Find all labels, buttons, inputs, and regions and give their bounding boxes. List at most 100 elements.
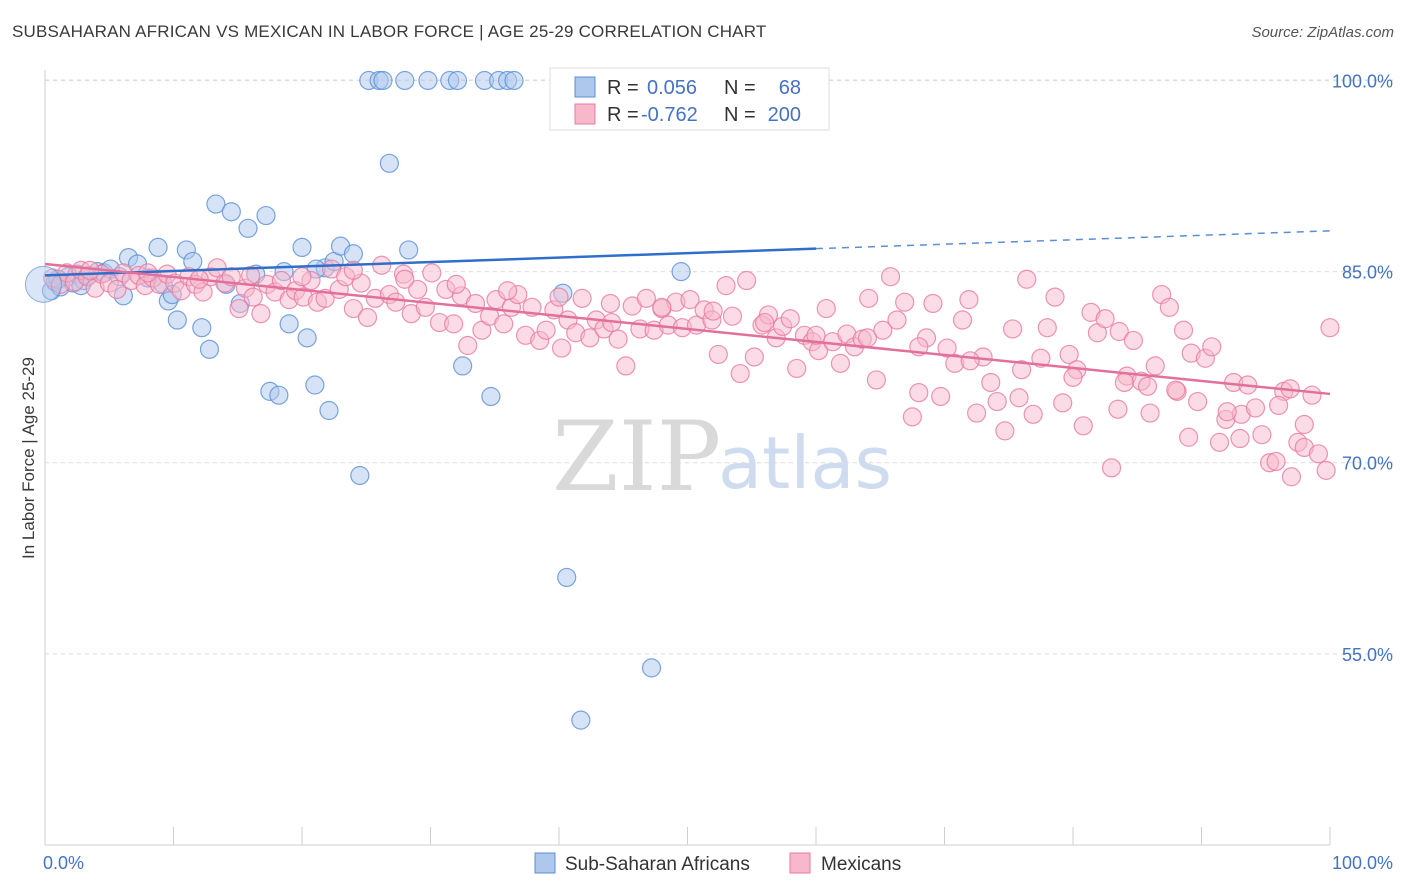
mexicans-point (1137, 376, 1158, 396)
series-legend: Sub-Saharan Africans Mexicans (534, 852, 901, 875)
mexicans-point (895, 292, 915, 312)
africans-point (305, 375, 325, 395)
mexicans-point (408, 279, 428, 300)
africans-point (571, 710, 591, 730)
legend-n-label-2: N = (724, 104, 756, 126)
mexicans-point (536, 320, 556, 340)
mexicans-point (1281, 467, 1302, 487)
mexicans-point (708, 344, 728, 365)
mexicans-point (987, 391, 1007, 412)
africans-point-large (24, 265, 62, 303)
legend-n-mexicans: 200 (768, 104, 801, 126)
mexicans-point (931, 386, 951, 407)
africans-point (418, 70, 438, 91)
africans-point (641, 658, 662, 678)
mexicans-point (343, 298, 363, 319)
mexicans-point (960, 351, 980, 371)
legend-r-label: R = (607, 77, 639, 99)
mexicans-point (107, 279, 127, 300)
mexicans-point (909, 383, 929, 403)
mexicans-point (981, 372, 1001, 393)
y-tick-label: 55.0% (1342, 645, 1393, 665)
mexicans-point (616, 356, 636, 376)
mexicans-point (465, 293, 486, 314)
mexicans-point (458, 335, 478, 356)
mexicans-point (1011, 360, 1032, 380)
mexicans-point (271, 270, 292, 291)
mexicans-point (1294, 414, 1314, 435)
mexicans-point (1109, 321, 1129, 342)
mexicans-point (1123, 330, 1143, 351)
tick-labels: 55.0% 70.0% 85.0% 100.0% 0.0% 100.0% (43, 71, 1393, 873)
watermark-atlas: atlas (718, 421, 892, 505)
mexicans-point (1266, 451, 1286, 472)
mexicans-point (372, 255, 392, 275)
africans-point (256, 205, 276, 226)
legend-swatch-mexicans (574, 103, 596, 125)
mexicans-point (494, 314, 514, 334)
mexicans-point (1017, 269, 1037, 289)
mexicans-point (1140, 403, 1160, 423)
mexicans-point (292, 267, 312, 287)
x-tick-label-min: 0.0% (43, 853, 84, 873)
mexicans-point (357, 307, 378, 328)
mexicans-point (1037, 318, 1057, 338)
mexicans-point (754, 312, 775, 333)
mexicans-point (722, 306, 743, 326)
y-tick-label: 85.0% (1342, 263, 1393, 283)
mexicans-point (830, 353, 851, 373)
africans-point (343, 244, 363, 264)
mexicans-point (1023, 404, 1043, 424)
mexicans-point (952, 310, 973, 330)
mexicans-point (816, 298, 836, 319)
mexicans-point (1320, 318, 1340, 338)
series-legend-mexicans: Mexicans (821, 854, 901, 875)
mexicans-point (887, 310, 907, 330)
africans-point (292, 237, 312, 258)
mexicans-point (608, 329, 628, 349)
africans-point (279, 314, 299, 334)
mexicans-point (444, 314, 464, 334)
mexicans-point (1209, 432, 1230, 452)
legend-r-label-2: R = (607, 104, 639, 126)
mexicans-point (1252, 425, 1272, 445)
africans-point (447, 70, 468, 91)
mexicans-point (251, 304, 271, 324)
africans-point (206, 194, 226, 214)
mexicans-point (1202, 337, 1222, 357)
mexicans-point (1302, 385, 1322, 405)
mexicans-point (730, 363, 750, 384)
africans-point (399, 240, 419, 260)
mexicans-point (422, 263, 442, 283)
africans-trend-line (44, 247, 817, 277)
mexicans-point (866, 370, 886, 390)
legend-r-africans: 0.056 (647, 77, 697, 99)
y-tick-label: 100.0% (1332, 71, 1393, 91)
series-legend-swatch-africans (534, 852, 556, 874)
africans-point (671, 262, 691, 282)
africans-point (269, 385, 289, 405)
mexicans-point (859, 288, 879, 308)
africans-point (395, 70, 415, 91)
mexicans-point (744, 347, 764, 367)
y-axis-title: In Labor Force | Age 25-29 (19, 357, 38, 559)
gridlines (45, 79, 1395, 655)
africans-point (192, 318, 212, 338)
mexicans-point (386, 292, 406, 312)
y-tick-label: 70.0% (1342, 454, 1393, 474)
trend-lines (44, 230, 1331, 396)
africans-point (221, 202, 241, 222)
africans-point (148, 237, 168, 258)
series-legend-africans: Sub-Saharan Africans (565, 854, 750, 875)
mexicans-point (1166, 380, 1186, 400)
africans-point (199, 339, 220, 359)
africans-point (557, 567, 577, 588)
africans-point (167, 310, 187, 330)
mexicans-point (1230, 428, 1250, 449)
mexicans-point (395, 269, 415, 289)
source-credit: Source: ZipAtlas.com (1251, 24, 1394, 41)
africans-trend-extension (815, 230, 1331, 250)
legend-box (549, 67, 830, 131)
mexicans-point (1003, 319, 1023, 339)
